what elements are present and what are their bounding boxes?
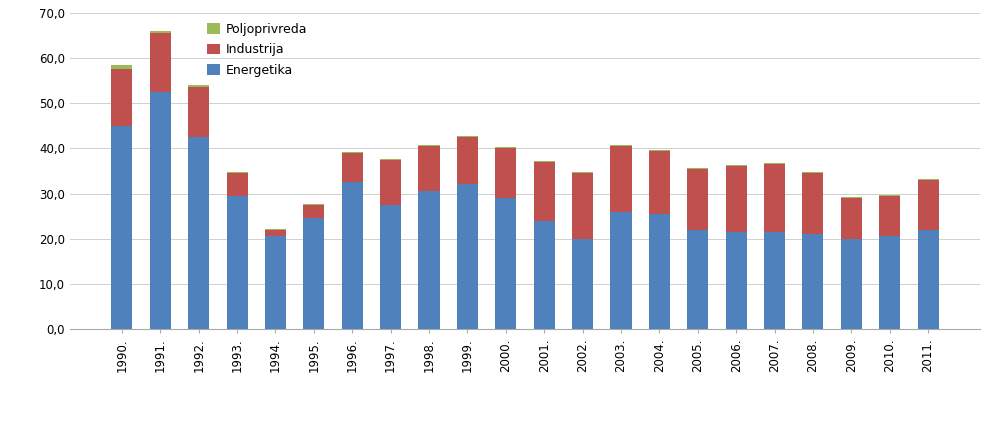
Bar	[841, 198, 862, 239]
Bar	[918, 230, 939, 329]
Bar	[572, 239, 593, 329]
Bar	[111, 126, 132, 329]
Bar	[495, 147, 516, 148]
Bar	[726, 232, 747, 329]
Bar	[534, 162, 555, 221]
Bar	[342, 182, 363, 329]
Legend: Poljoprivreda, Industrija, Energetika: Poljoprivreda, Industrija, Energetika	[204, 19, 311, 81]
Bar	[572, 172, 593, 173]
Bar	[649, 150, 670, 151]
Bar	[380, 160, 401, 205]
Bar	[802, 173, 823, 234]
Bar	[342, 153, 363, 182]
Bar	[227, 172, 248, 173]
Bar	[764, 232, 785, 329]
Bar	[265, 230, 286, 236]
Bar	[726, 165, 747, 166]
Bar	[879, 236, 900, 329]
Bar	[111, 69, 132, 126]
Bar	[687, 230, 708, 329]
Bar	[649, 214, 670, 329]
Bar	[841, 239, 862, 329]
Bar	[457, 136, 478, 137]
Bar	[687, 169, 708, 230]
Bar	[918, 179, 939, 180]
Bar	[610, 145, 632, 146]
Bar	[610, 146, 632, 211]
Bar	[764, 163, 785, 164]
Bar	[572, 173, 593, 239]
Bar	[265, 229, 286, 230]
Bar	[726, 166, 747, 232]
Bar	[879, 196, 900, 236]
Bar	[495, 148, 516, 198]
Bar	[418, 145, 440, 146]
Bar	[342, 152, 363, 153]
Bar	[802, 172, 823, 173]
Bar	[802, 234, 823, 329]
Bar	[188, 87, 209, 137]
Bar	[227, 196, 248, 329]
Bar	[303, 205, 324, 219]
Bar	[534, 221, 555, 329]
Bar	[495, 198, 516, 329]
Bar	[918, 180, 939, 230]
Bar	[150, 31, 171, 33]
Bar	[610, 211, 632, 329]
Bar	[534, 161, 555, 162]
Bar	[380, 159, 401, 160]
Bar	[380, 205, 401, 329]
Bar	[457, 184, 478, 329]
Bar	[418, 146, 440, 191]
Bar	[188, 85, 209, 87]
Bar	[303, 204, 324, 205]
Bar	[841, 197, 862, 198]
Bar	[418, 191, 440, 329]
Bar	[303, 219, 324, 329]
Bar	[649, 151, 670, 214]
Bar	[188, 137, 209, 329]
Bar	[111, 65, 132, 69]
Bar	[227, 173, 248, 196]
Bar	[764, 164, 785, 232]
Bar	[879, 195, 900, 196]
Bar	[265, 236, 286, 329]
Bar	[687, 168, 708, 169]
Bar	[150, 92, 171, 329]
Bar	[150, 33, 171, 92]
Bar	[457, 137, 478, 184]
